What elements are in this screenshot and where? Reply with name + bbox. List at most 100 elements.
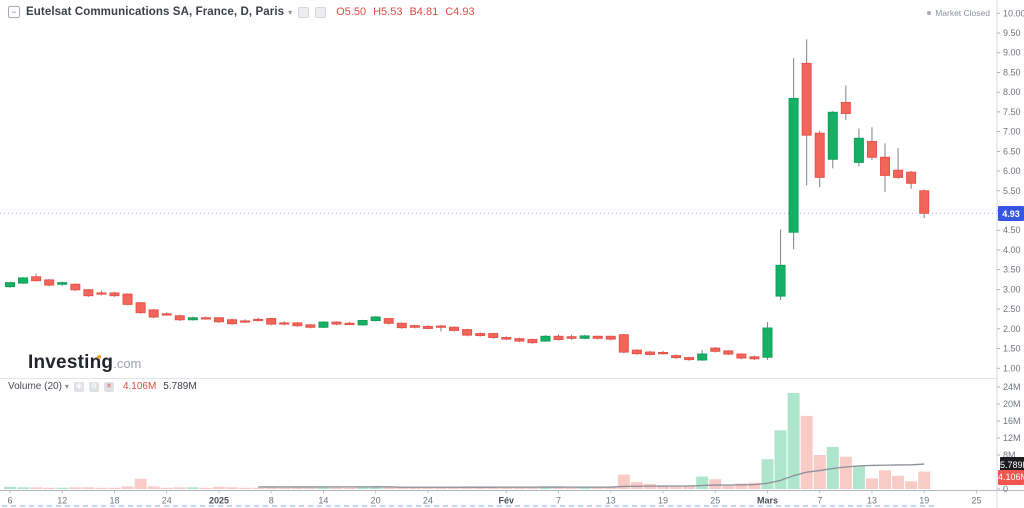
- candle[interactable]: [631, 349, 642, 355]
- candle[interactable]: [671, 354, 682, 359]
- volume-bar[interactable]: [617, 474, 630, 489]
- candle[interactable]: [880, 143, 891, 192]
- candle[interactable]: [893, 148, 904, 179]
- volume-bar[interactable]: [226, 487, 239, 489]
- volume-bar[interactable]: [134, 478, 147, 489]
- candle[interactable]: [57, 281, 68, 286]
- volume-bar[interactable]: [513, 487, 526, 489]
- candle[interactable]: [344, 321, 355, 326]
- candle[interactable]: [553, 334, 564, 341]
- candle[interactable]: [5, 281, 15, 288]
- candle[interactable]: [866, 127, 877, 161]
- candle[interactable]: [566, 334, 577, 340]
- candle[interactable]: [44, 279, 55, 287]
- quick-settings-icon[interactable]: [298, 6, 310, 18]
- candle[interactable]: [396, 322, 407, 329]
- candle[interactable]: [527, 338, 538, 344]
- candle[interactable]: [827, 111, 838, 169]
- volume-bar[interactable]: [918, 471, 931, 489]
- volume-bar[interactable]: [709, 479, 722, 489]
- candle[interactable]: [710, 346, 721, 353]
- candle[interactable]: [383, 317, 394, 325]
- volume-bar[interactable]: [879, 470, 892, 489]
- volume-bar[interactable]: [356, 486, 369, 489]
- volume-bar[interactable]: [565, 487, 578, 489]
- eye-icon[interactable]: ◉: [73, 381, 84, 392]
- volume-bar[interactable]: [408, 487, 421, 489]
- volume-bar[interactable]: [696, 476, 709, 489]
- volume-axis[interactable]: 24M 20M 16M 12M 8M 0: [997, 382, 1021, 494]
- candle[interactable]: [409, 324, 420, 329]
- volume-bar[interactable]: [278, 487, 291, 489]
- candle[interactable]: [501, 336, 512, 341]
- candle[interactable]: [109, 291, 120, 297]
- volume-bar[interactable]: [434, 487, 447, 489]
- candle[interactable]: [462, 328, 473, 337]
- candle[interactable]: [723, 350, 734, 356]
- volume-bar[interactable]: [265, 486, 278, 489]
- candle[interactable]: [605, 335, 616, 341]
- volume-bar[interactable]: [487, 486, 500, 489]
- volume-bar[interactable]: [800, 415, 813, 489]
- chevron-down-icon[interactable]: ▾: [288, 7, 293, 17]
- candle[interactable]: [801, 39, 812, 186]
- candle[interactable]: [122, 293, 133, 306]
- volume-bar[interactable]: [670, 486, 683, 489]
- price-axis[interactable]: 10.00 9.50 9.00 8.50 8.00 7.50 7.00 6.50 6.00 5.5…: [997, 8, 1024, 373]
- volume-bar[interactable]: [343, 487, 356, 489]
- candle[interactable]: [135, 302, 146, 314]
- candle[interactable]: [240, 319, 251, 323]
- close-icon[interactable]: ✕: [103, 381, 114, 392]
- candle[interactable]: [618, 333, 629, 354]
- candle[interactable]: [148, 309, 159, 319]
- volume-bar[interactable]: [82, 487, 95, 489]
- candle[interactable]: [775, 229, 786, 301]
- candle[interactable]: [592, 335, 603, 340]
- volume-bar[interactable]: [317, 486, 330, 489]
- candle[interactable]: [31, 273, 42, 282]
- volume-bar[interactable]: [787, 392, 800, 489]
- candle[interactable]: [840, 85, 851, 121]
- candle[interactable]: [96, 290, 107, 296]
- candle[interactable]: [357, 319, 368, 326]
- volume-bar[interactable]: [121, 486, 134, 489]
- volume-bar[interactable]: [578, 487, 591, 489]
- candle[interactable]: [266, 317, 277, 326]
- volume-bar[interactable]: [173, 487, 186, 489]
- gear-icon[interactable]: ⚙: [88, 381, 99, 392]
- snapshot-icon[interactable]: [315, 6, 327, 18]
- candle[interactable]: [814, 130, 825, 188]
- collapse-pane-icon[interactable]: −: [8, 6, 20, 18]
- volume-bar[interactable]: [526, 486, 539, 489]
- volume-bar[interactable]: [30, 487, 43, 489]
- volume-bar[interactable]: [761, 459, 774, 489]
- candle[interactable]: [83, 288, 94, 297]
- candle[interactable]: [422, 325, 433, 330]
- volume-bar[interactable]: [591, 487, 604, 489]
- candle[interactable]: [449, 326, 460, 332]
- time-axis[interactable]: 6 12 18 24 2025 8 14 20 24 Fév 7 13 19 25 Mars 7 13 19 25: [7, 490, 981, 506]
- candle[interactable]: [213, 316, 224, 323]
- candle[interactable]: [435, 324, 446, 332]
- candle[interactable]: [370, 316, 381, 322]
- candle[interactable]: [318, 321, 329, 329]
- volume-bar[interactable]: [683, 486, 696, 489]
- candle[interactable]: [788, 58, 799, 250]
- volume-bar[interactable]: [239, 487, 252, 489]
- volume-bar[interactable]: [4, 486, 16, 489]
- candle[interactable]: [919, 189, 930, 218]
- volume-bar[interactable]: [291, 487, 304, 489]
- volume-bar[interactable]: [905, 481, 918, 489]
- volume-bar[interactable]: [69, 487, 82, 489]
- candle[interactable]: [579, 334, 590, 340]
- candle[interactable]: [853, 128, 864, 167]
- volume-bar[interactable]: [17, 487, 30, 489]
- volume-bar[interactable]: [56, 487, 69, 489]
- candle[interactable]: [644, 350, 655, 356]
- volume-bar[interactable]: [500, 487, 513, 489]
- candle[interactable]: [540, 335, 551, 342]
- candle[interactable]: [292, 322, 303, 327]
- candle[interactable]: [187, 316, 198, 321]
- candle[interactable]: [906, 171, 917, 189]
- candle[interactable]: [762, 322, 773, 360]
